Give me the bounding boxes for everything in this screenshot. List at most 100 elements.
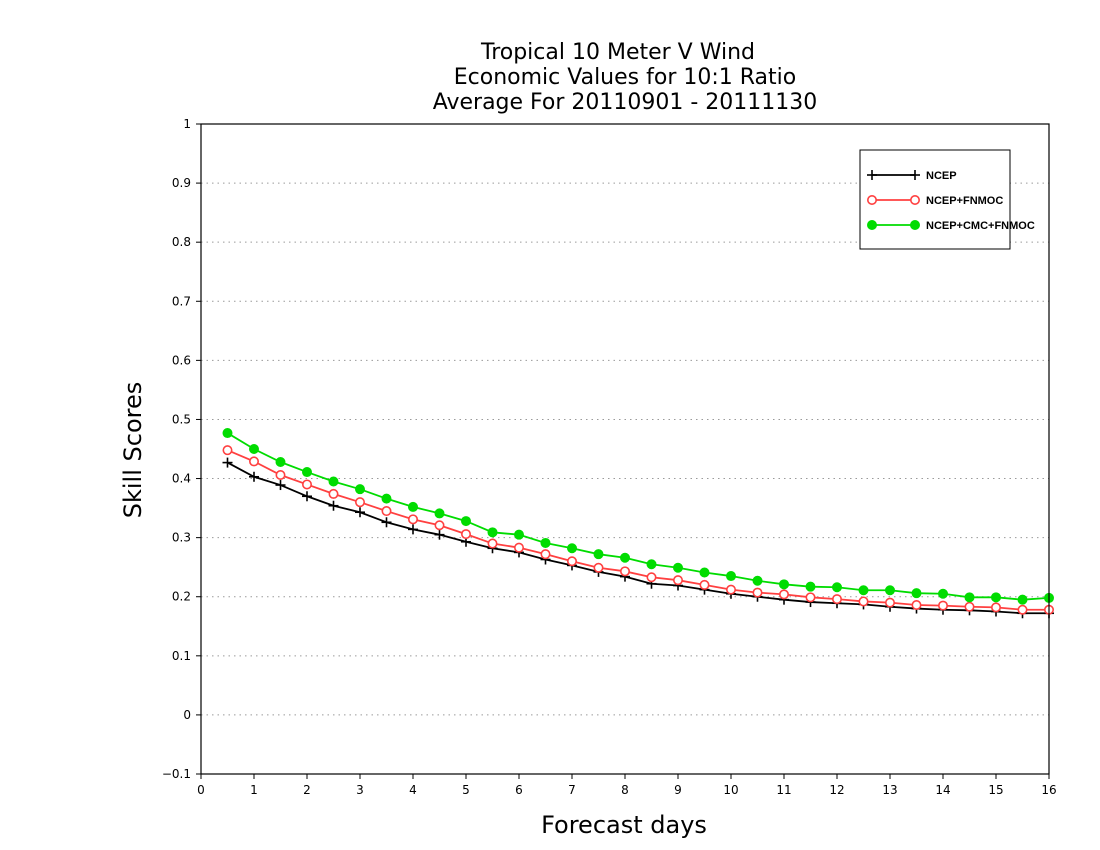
- x-tick-label: 12: [829, 783, 844, 797]
- data-point: [328, 500, 339, 511]
- series-3: [222, 428, 1054, 605]
- y-axis-label: Skill Scores: [119, 382, 147, 519]
- data-point: [593, 562, 604, 573]
- legend-item: NCEP+FNMOC: [866, 195, 1003, 207]
- grid-lines: [201, 182, 1049, 716]
- x-tick-label: 11: [776, 783, 791, 797]
- x-tick-label: 7: [568, 783, 576, 797]
- data-point: [540, 549, 551, 560]
- y-axis-ticks: −0.1 0 0.1 0.2 0.3 0.4 0.5 0.6 0.7 0.8 0.9 1: [162, 117, 201, 781]
- data-point: [831, 594, 842, 605]
- data-point: [355, 484, 365, 495]
- legend-marker: [866, 195, 877, 206]
- y-tick-label: 0.1: [172, 649, 191, 663]
- y-tick-label: 0.8: [172, 235, 191, 249]
- data-point: [275, 457, 286, 467]
- data-point: [222, 457, 233, 468]
- x-tick-label: 6: [515, 783, 523, 797]
- x-tick-label: 14: [935, 783, 950, 797]
- chart-title-line-1: Tropical 10 Meter V Wind: [480, 40, 755, 65]
- y-tick-label: 1: [183, 117, 191, 131]
- data-point: [275, 469, 286, 480]
- data-point: [832, 582, 842, 593]
- legend-marker: [867, 220, 877, 230]
- series-layer: [222, 428, 1055, 619]
- data-point: [407, 514, 418, 525]
- data-point: [328, 476, 339, 487]
- x-tick-label: 1: [250, 783, 258, 797]
- x-tick-label: 10: [723, 783, 738, 797]
- x-tick-label: 3: [356, 783, 364, 797]
- data-point: [249, 456, 260, 467]
- x-tick-label: 0: [197, 783, 205, 797]
- data-point: [355, 507, 365, 518]
- data-point: [487, 527, 498, 538]
- data-point: [699, 579, 710, 590]
- x-tick-label: 5: [462, 783, 470, 797]
- data-point: [646, 572, 657, 583]
- y-tick-label: 0.5: [172, 412, 191, 426]
- data-point: [937, 600, 948, 611]
- y-tick-label: 0.9: [172, 176, 191, 190]
- data-point: [434, 508, 445, 519]
- legend-label: NCEP+FNMOC: [926, 195, 1003, 207]
- legend-marker: [909, 195, 920, 206]
- data-point: [778, 589, 789, 600]
- data-point: [434, 529, 445, 540]
- data-point: [487, 538, 498, 549]
- data-point: [408, 524, 418, 535]
- data-point: [938, 588, 948, 599]
- data-point: [699, 567, 710, 578]
- data-point: [858, 585, 869, 596]
- data-point: [566, 556, 577, 567]
- data-point: [302, 467, 312, 478]
- legend-marker: [910, 170, 920, 180]
- x-axis-ticks: 0 1 2 3 4 5 6 7 8 9 10 11 12 13 14 15 16: [197, 774, 1057, 797]
- chart-title-line-3: Average For 20110901 - 20111130: [433, 90, 818, 115]
- x-tick-label: 8: [621, 783, 629, 797]
- data-point: [964, 592, 975, 603]
- data-point: [911, 588, 922, 599]
- series-line: [227, 449, 1049, 611]
- x-tick-label: 13: [882, 783, 897, 797]
- data-point: [328, 488, 339, 499]
- data-point: [302, 491, 312, 502]
- y-tick-label: 0.6: [172, 353, 191, 367]
- data-point: [991, 592, 1001, 603]
- data-point: [249, 471, 259, 482]
- data-point: [726, 571, 736, 582]
- legend-label: NCEP+CMC+FNMOC: [926, 220, 1035, 232]
- data-point: [540, 537, 551, 548]
- data-point: [381, 506, 392, 517]
- x-tick-label: 4: [409, 783, 417, 797]
- data-point: [779, 579, 789, 590]
- data-point: [805, 581, 816, 592]
- legend-label: NCEP: [926, 170, 957, 182]
- data-point: [1017, 594, 1028, 605]
- legend-marker: [910, 220, 920, 230]
- data-point: [752, 587, 763, 598]
- data-point: [381, 493, 392, 504]
- y-tick-label: 0.7: [172, 294, 191, 308]
- data-point: [567, 543, 577, 554]
- legend-item: NCEP+CMC+FNMOC: [867, 220, 1035, 232]
- legend-marker: [867, 170, 877, 180]
- data-point: [858, 596, 869, 607]
- chart-title-line-2: Economic Values for 10:1 Ratio: [454, 65, 796, 90]
- data-point: [885, 585, 895, 596]
- y-tick-label: 0.3: [172, 531, 191, 545]
- x-axis-label: Forecast days: [541, 811, 707, 839]
- data-point: [620, 552, 630, 563]
- legend-item: NCEP: [867, 170, 957, 182]
- data-point: [646, 559, 657, 570]
- data-point: [593, 549, 604, 560]
- data-point: [461, 516, 471, 527]
- y-tick-label: −0.1: [162, 767, 191, 781]
- data-point: [275, 480, 286, 491]
- y-tick-label: 0: [183, 708, 191, 722]
- data-point: [805, 592, 816, 603]
- data-point: [619, 566, 630, 577]
- x-tick-label: 15: [988, 783, 1003, 797]
- data-point: [884, 597, 895, 608]
